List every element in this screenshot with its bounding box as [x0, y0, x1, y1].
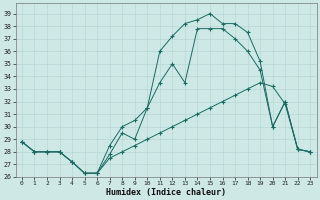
X-axis label: Humidex (Indice chaleur): Humidex (Indice chaleur): [106, 188, 226, 197]
